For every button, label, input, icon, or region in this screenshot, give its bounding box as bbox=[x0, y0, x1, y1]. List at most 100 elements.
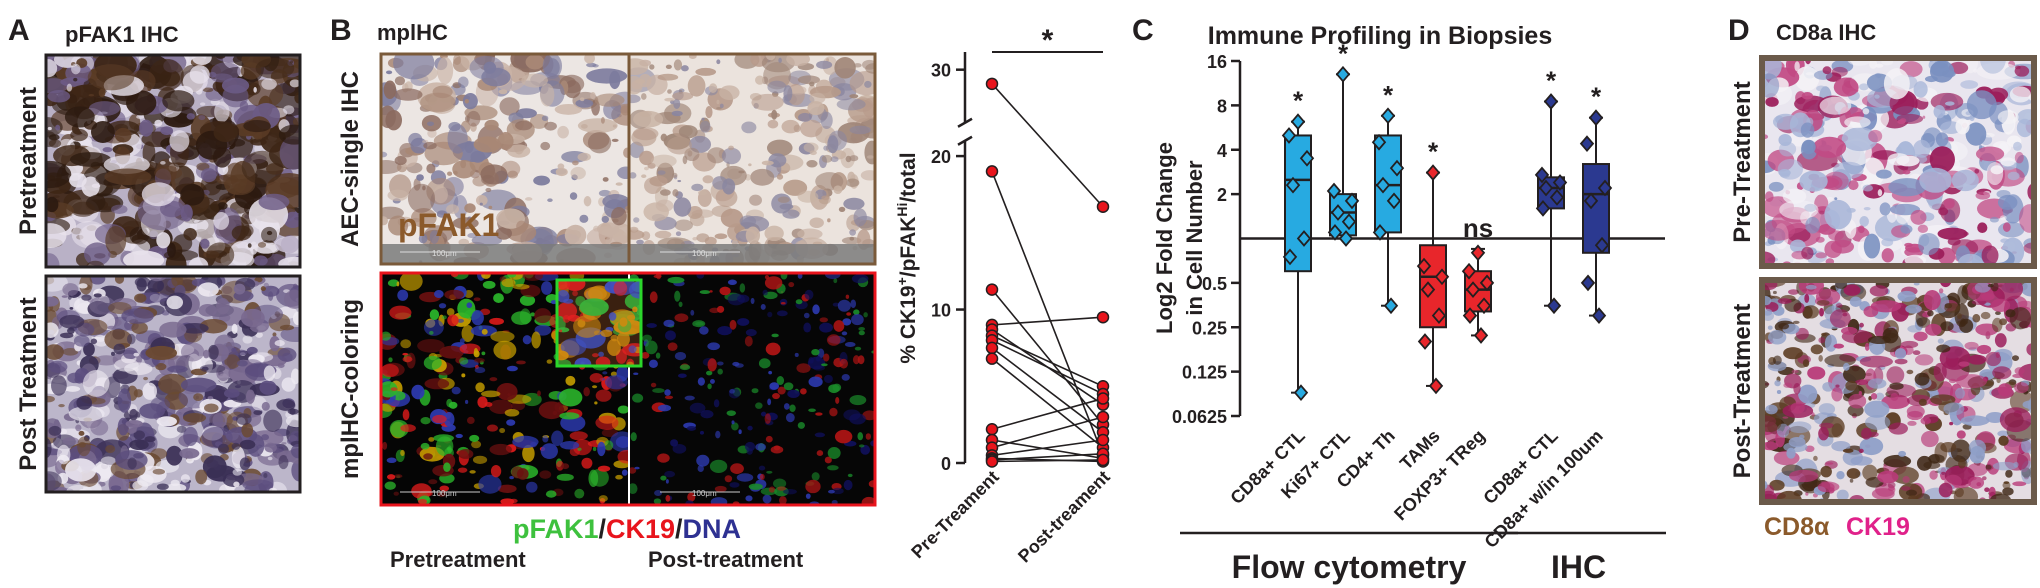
label: 100μm bbox=[432, 489, 457, 498]
tissue-blob bbox=[602, 216, 609, 223]
tissue-blob bbox=[614, 281, 628, 296]
tissue-blob bbox=[715, 431, 720, 439]
tissue-blob bbox=[544, 122, 557, 131]
tissue-blob bbox=[474, 348, 478, 355]
tissue-blob bbox=[482, 329, 488, 335]
tissue-blob bbox=[828, 447, 841, 459]
tissue-blob bbox=[798, 75, 820, 84]
tissue-blob bbox=[1871, 300, 1901, 312]
tissue-blob bbox=[1777, 390, 1781, 394]
tissue-blob bbox=[594, 94, 624, 107]
tissue-blob bbox=[62, 283, 78, 296]
tissue-blob bbox=[2005, 470, 2012, 478]
tissue-blob bbox=[602, 194, 629, 209]
tissue-blob bbox=[728, 294, 745, 306]
tissue-blob bbox=[423, 453, 433, 459]
tissue-blob bbox=[1820, 97, 1852, 115]
tissue-blob bbox=[809, 217, 823, 228]
tissue-blob bbox=[59, 315, 84, 329]
tissue-blob bbox=[683, 155, 688, 164]
tissue-blob bbox=[561, 463, 569, 469]
tissue-blob bbox=[137, 474, 154, 486]
tissue-blob bbox=[1919, 399, 1927, 406]
tissue-blob bbox=[2015, 152, 2024, 163]
tissue-blob bbox=[755, 402, 762, 409]
tissue-blob bbox=[786, 413, 795, 422]
tissue-blob bbox=[1804, 294, 1809, 303]
data-point bbox=[987, 284, 998, 295]
tissue-blob bbox=[1929, 470, 1937, 479]
tissue-blob bbox=[145, 346, 177, 360]
tissue-blob bbox=[443, 462, 451, 472]
tissue-blob bbox=[208, 396, 214, 399]
tissue-blob bbox=[1906, 490, 1917, 497]
label: mplHC-coloring bbox=[337, 299, 364, 479]
tissue-blob bbox=[556, 168, 568, 176]
tissue-blob bbox=[603, 177, 609, 182]
tissue-blob bbox=[493, 341, 516, 360]
tissue-blob bbox=[124, 362, 152, 375]
tissue-blob bbox=[698, 190, 707, 195]
tissue-blob bbox=[815, 432, 825, 437]
tissue-blob bbox=[89, 94, 94, 96]
tissue-blob bbox=[216, 298, 230, 314]
y-tick-label: 8 bbox=[1217, 96, 1227, 116]
label: Log2 Fold Change bbox=[1152, 142, 1177, 334]
significance: * bbox=[1338, 38, 1349, 68]
tissue-blob bbox=[858, 355, 865, 364]
tissue-blob bbox=[1880, 202, 1891, 215]
tissue-blob bbox=[805, 290, 814, 300]
data-point bbox=[987, 166, 998, 177]
tissue-blob bbox=[668, 342, 678, 351]
tissue-blob bbox=[557, 290, 570, 303]
tissue-blob bbox=[193, 393, 203, 401]
tissue-blob bbox=[759, 358, 771, 368]
tissue-blob bbox=[473, 456, 487, 464]
tissue-blob bbox=[598, 466, 610, 472]
tissue-blob bbox=[491, 465, 501, 477]
tissue-blob bbox=[616, 182, 623, 185]
label: 100μm bbox=[432, 249, 457, 258]
tissue-blob bbox=[755, 76, 764, 85]
tissue-blob bbox=[798, 191, 819, 203]
tissue-blob bbox=[1958, 254, 1983, 272]
label: 100μm bbox=[692, 249, 717, 258]
tissue-blob bbox=[278, 363, 285, 368]
tissue-blob bbox=[685, 396, 695, 401]
tissue-blob bbox=[1995, 333, 2007, 347]
tissue-blob bbox=[1859, 391, 1862, 396]
tissue-blob bbox=[661, 134, 668, 142]
tissue-blob bbox=[169, 130, 189, 152]
tissue-blob bbox=[824, 375, 833, 383]
tissue-blob bbox=[766, 436, 773, 443]
tissue-blob bbox=[745, 336, 753, 347]
tissue-blob bbox=[153, 469, 165, 475]
label: D bbox=[1728, 14, 1750, 47]
tissue-blob bbox=[88, 64, 135, 90]
y-tick-label: 4 bbox=[1217, 141, 1227, 161]
tissue-blob bbox=[1868, 378, 1887, 388]
tissue-blob bbox=[79, 442, 86, 448]
tissue-blob bbox=[784, 403, 790, 410]
data-point bbox=[1098, 393, 1109, 404]
tissue-blob bbox=[842, 374, 850, 381]
tissue bbox=[1751, 273, 2040, 511]
tissue-blob bbox=[1938, 338, 1944, 343]
tissue-blob bbox=[160, 161, 165, 165]
tissue-blob bbox=[667, 277, 684, 283]
tissue-blob bbox=[150, 397, 170, 412]
tissue-blob bbox=[849, 94, 858, 98]
tissue-blob bbox=[618, 405, 629, 413]
tissue-blob bbox=[1859, 323, 1864, 328]
tissue-blob bbox=[795, 353, 799, 357]
tissue-blob bbox=[534, 308, 551, 323]
tissue-blob bbox=[133, 353, 139, 357]
data-point bbox=[1581, 137, 1593, 151]
tissue-blob bbox=[243, 120, 271, 132]
data-point bbox=[1098, 411, 1109, 422]
tissue-blob bbox=[192, 50, 212, 65]
tissue-blob bbox=[752, 388, 759, 393]
label-part: % CK19 bbox=[897, 285, 920, 363]
tissue-blob bbox=[1936, 345, 1950, 353]
tissue-blob bbox=[1903, 170, 1911, 174]
